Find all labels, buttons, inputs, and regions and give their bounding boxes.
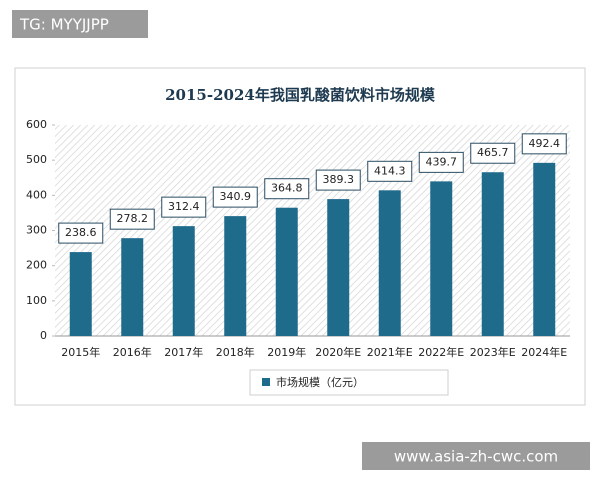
x-tick-label: 2020年E [315,345,361,359]
y-tick-label: 100 [26,294,47,307]
x-tick-label: 2022年E [418,345,464,359]
y-tick-label: 0 [40,329,47,342]
bar [378,190,401,336]
bar [275,207,298,336]
data-label-box [315,169,361,191]
x-tick-label: 2015年 [61,345,100,359]
data-label-box [212,186,258,208]
data-label-box [109,208,155,230]
watermark-box [12,10,148,38]
data-label: 492.4 [529,137,561,150]
bar [224,216,247,336]
data-label-box [58,222,104,244]
data-label: 278.2 [117,212,149,225]
watermark: www.asia-zh-cwc.com [394,448,558,466]
data-label: 238.6 [65,226,97,239]
x-tick-label: 2024年E [521,345,567,359]
bar [430,181,453,336]
bar [69,252,92,336]
x-tick-label: 2023年E [470,345,516,359]
y-tick-label: 600 [26,118,47,131]
bar [481,172,504,336]
data-label: 340.9 [220,190,252,203]
x-tick-label: 2018年 [216,345,255,359]
data-label: 312.4 [168,200,200,213]
y-tick-label: 200 [26,259,47,272]
x-tick-label: 2019年 [267,345,306,359]
y-tick-label: 500 [26,153,47,166]
watermark: TG: MYYJJPP [19,16,109,34]
x-tick-label: 2017年 [164,345,203,359]
bar [121,238,144,336]
bar [327,199,350,336]
watermark-box [362,442,590,470]
legend-label: 市场规模（亿元） [276,375,364,389]
y-tick-label: 300 [26,224,47,237]
data-label: 439.7 [426,155,458,168]
chart-title: 2015-2024年我国乳酸菌饮料市场规模 [165,86,436,104]
bar [533,162,556,336]
data-label: 465.7 [477,146,509,159]
data-label-box [418,151,464,173]
data-label-box [161,196,207,218]
data-label-box [367,160,413,182]
data-label: 414.3 [374,164,406,177]
data-label: 364.8 [271,182,303,195]
data-label-box [521,133,567,155]
data-label: 389.3 [323,173,355,186]
bar [172,226,195,336]
legend-box [249,369,449,396]
y-tick-label: 400 [26,188,47,201]
data-label-box [264,178,310,200]
legend-swatch [262,378,270,386]
x-tick-label: 2021年E [367,345,413,359]
x-tick-label: 2016年 [113,345,152,359]
data-label-box [470,142,516,164]
